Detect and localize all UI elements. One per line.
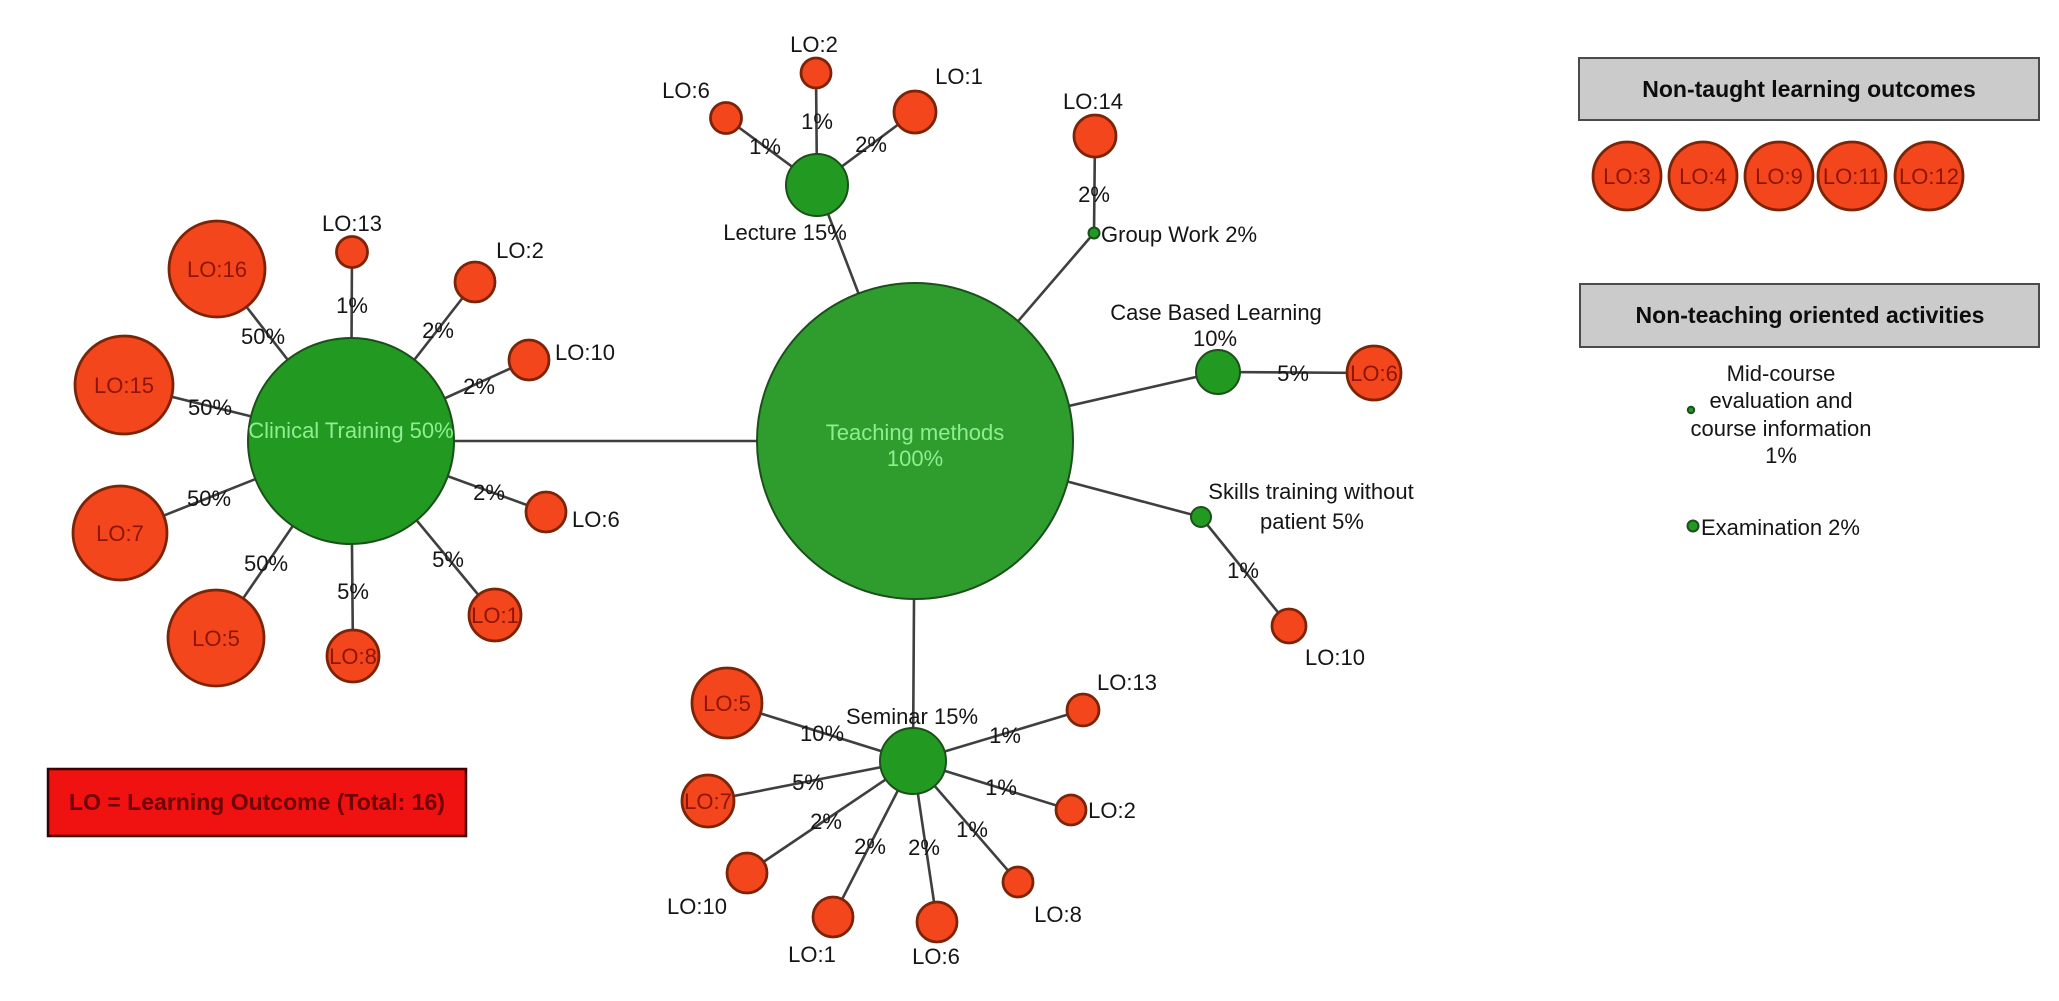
svg-text:1%: 1% <box>1765 443 1797 468</box>
svg-text:Seminar 15%: Seminar 15% <box>846 704 978 729</box>
svg-text:LO:6: LO:6 <box>912 944 960 969</box>
svg-text:LO:15: LO:15 <box>94 373 154 398</box>
svg-text:Case Based Learning: Case Based Learning <box>1110 300 1322 325</box>
svg-text:LO:10: LO:10 <box>667 894 727 919</box>
svg-text:2%: 2% <box>810 809 842 834</box>
svg-text:Non-teaching oriented activiti: Non-teaching oriented activities <box>1636 302 1985 328</box>
svg-text:10%: 10% <box>1193 326 1237 351</box>
svg-text:LO:6: LO:6 <box>662 78 710 103</box>
svg-text:evaluation and: evaluation and <box>1709 388 1852 413</box>
svg-text:Clinical Training 50%: Clinical Training 50% <box>248 418 453 443</box>
svg-text:5%: 5% <box>432 547 464 572</box>
svg-text:LO:9: LO:9 <box>1755 164 1803 189</box>
svg-text:2%: 2% <box>463 374 495 399</box>
svg-text:LO:7: LO:7 <box>96 521 144 546</box>
svg-text:2%: 2% <box>854 834 886 859</box>
svg-text:LO:1: LO:1 <box>788 942 836 967</box>
svg-text:Non-taught learning outcomes: Non-taught learning outcomes <box>1642 76 1976 102</box>
svg-text:LO:11: LO:11 <box>1823 164 1881 189</box>
svg-text:LO:13: LO:13 <box>1097 670 1157 695</box>
svg-text:LO:7: LO:7 <box>684 789 732 814</box>
svg-text:LO:6: LO:6 <box>1350 361 1398 386</box>
svg-text:LO:14: LO:14 <box>1063 89 1123 114</box>
svg-text:Lecture 15%: Lecture 15% <box>723 220 847 245</box>
svg-text:LO:1: LO:1 <box>471 603 519 628</box>
svg-text:patient 5%: patient 5% <box>1260 509 1364 534</box>
svg-text:5%: 5% <box>1277 361 1309 386</box>
svg-text:1%: 1% <box>749 134 781 159</box>
svg-text:5%: 5% <box>337 579 369 604</box>
svg-text:LO:6: LO:6 <box>572 507 620 532</box>
svg-text:50%: 50% <box>244 551 288 576</box>
svg-text:2%: 2% <box>855 132 887 157</box>
svg-text:LO:12: LO:12 <box>1899 164 1959 189</box>
svg-text:2%: 2% <box>1078 182 1110 207</box>
svg-text:1%: 1% <box>989 723 1021 748</box>
svg-text:Teaching methods: Teaching methods <box>826 420 1005 445</box>
svg-text:LO:10: LO:10 <box>555 340 615 365</box>
svg-text:LO:8: LO:8 <box>1034 902 1082 927</box>
svg-text:LO:10: LO:10 <box>1305 645 1365 670</box>
svg-text:2%: 2% <box>908 835 940 860</box>
svg-text:LO:4: LO:4 <box>1679 164 1727 189</box>
svg-text:Examination 2%: Examination 2% <box>1701 515 1860 540</box>
svg-text:5%: 5% <box>792 770 824 795</box>
svg-text:LO:1: LO:1 <box>935 64 983 89</box>
svg-text:100%: 100% <box>887 446 943 471</box>
svg-text:Mid-course: Mid-course <box>1727 361 1836 386</box>
svg-text:LO:5: LO:5 <box>703 691 751 716</box>
svg-text:LO:2: LO:2 <box>1088 798 1136 823</box>
svg-text:50%: 50% <box>187 486 231 511</box>
svg-text:50%: 50% <box>241 324 285 349</box>
svg-text:LO = Learning Outcome (Total:: LO = Learning Outcome (Total: 16) <box>69 789 445 815</box>
svg-text:2%: 2% <box>422 318 454 343</box>
svg-text:LO:2: LO:2 <box>790 32 838 57</box>
svg-text:2%: 2% <box>473 480 505 505</box>
svg-text:10%: 10% <box>800 721 844 746</box>
svg-text:Skills training without: Skills training without <box>1208 479 1413 504</box>
svg-text:LO:8: LO:8 <box>329 644 377 669</box>
svg-text:LO:5: LO:5 <box>192 626 240 651</box>
svg-text:1%: 1% <box>801 109 833 134</box>
svg-text:50%: 50% <box>188 395 232 420</box>
svg-text:1%: 1% <box>1227 558 1259 583</box>
svg-text:Group Work 2%: Group Work 2% <box>1101 222 1257 247</box>
svg-text:LO:13: LO:13 <box>322 211 382 236</box>
svg-text:1%: 1% <box>956 817 988 842</box>
svg-text:1%: 1% <box>985 775 1017 800</box>
svg-text:LO:16: LO:16 <box>187 257 247 282</box>
svg-text:1%: 1% <box>336 293 368 318</box>
svg-text:course information: course information <box>1691 416 1872 441</box>
svg-text:LO:2: LO:2 <box>496 238 544 263</box>
svg-text:LO:3: LO:3 <box>1603 164 1651 189</box>
